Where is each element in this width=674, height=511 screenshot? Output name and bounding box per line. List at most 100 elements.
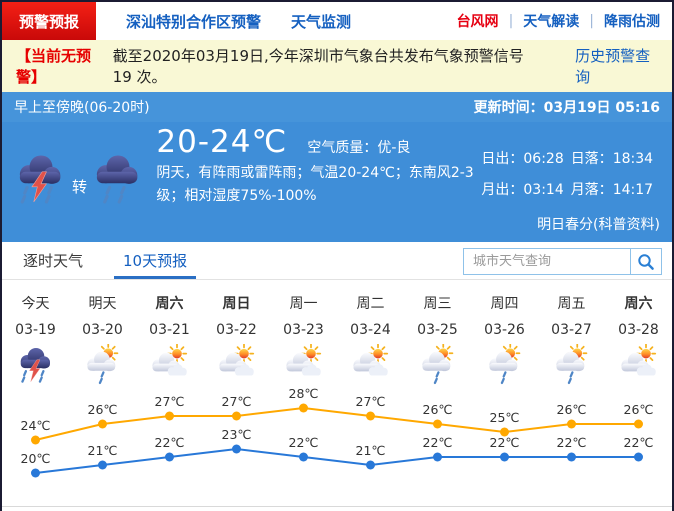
forecast-weather-icon: [2, 343, 69, 387]
low-temp-point: [165, 452, 174, 462]
sunset-value: 18:34: [612, 151, 654, 167]
low-temp-label: 20℃: [21, 451, 51, 466]
forecast-weather-icon: [404, 343, 471, 387]
high-temp-point: [634, 419, 643, 429]
forecast-day-label: 周三: [423, 296, 452, 312]
high-temp-point: [299, 403, 308, 413]
high-temp-point: [500, 427, 509, 437]
current-conditions-panel: 早上至傍晚(06-20时) 更新时间：03月19日 05:16 转: [2, 92, 672, 242]
tab-shenshan-warning[interactable]: 深汕特别合作区预警: [126, 12, 262, 31]
forecast-day-label: 周六: [155, 296, 184, 312]
high-temp-point: [232, 411, 241, 421]
sun-moon-info: 日出：06:28 日落：18:34 月出：03:14 月落：14:17 明日春分…: [481, 124, 660, 234]
forecast-day-label: 周一: [289, 296, 318, 312]
forecast-weather-icon: [270, 343, 337, 387]
partly-cloudy-icon: [151, 344, 187, 376]
forecast-day-column: 周六 03-28: [605, 280, 672, 387]
high-temp-point: [366, 411, 375, 421]
high-temp-label: 26℃: [88, 402, 118, 417]
high-temp-label: 25℃: [490, 410, 520, 425]
partly-cloudy-icon: [218, 344, 254, 376]
tab-warning-forecast[interactable]: 预警预报: [2, 2, 96, 40]
tab-hourly-weather[interactable]: 逐时天气: [23, 252, 84, 270]
weather-description: 阴天，有阵雨或雷阵雨；气温20-24℃；东南风2-3级；相对湿度75%-100%: [156, 165, 474, 204]
warning-notice-bar: 【当前无预警】 截至2020年03月19日,今年深圳市气象台共发布气象预警信号 …: [2, 40, 672, 92]
update-time-value: 03月19日 05:16: [543, 100, 660, 116]
forecast-day-label: 明天: [88, 296, 117, 312]
current-weather-icons: 转: [12, 124, 156, 234]
update-time-label: 更新时间：: [473, 100, 544, 116]
air-quality-label: 空气质量：: [307, 140, 378, 156]
tab-10day-forecast[interactable]: 10天预报: [114, 242, 197, 279]
link-rain-estimate[interactable]: 降雨估测: [604, 14, 660, 30]
top-nav-right: 台风网 | 天气解读 | 降雨估测: [457, 2, 672, 40]
moonrise-value: 03:14: [523, 182, 564, 198]
forecast-day-column: 明天 03-20: [69, 280, 136, 387]
sun-shower-icon: [86, 344, 118, 385]
forecast-day-label: 今天: [21, 296, 50, 312]
forecast-date-label: 03-22: [216, 322, 257, 338]
search-button[interactable]: [631, 248, 662, 275]
temperature-chart: 24℃ 26℃ 27℃ 27℃ 28℃ 27℃ 26℃ 25℃ 26℃ 26℃ 20℃ 21℃ 22℃ 2…: [21, 388, 654, 478]
rain-icon: [96, 155, 138, 204]
low-temp-point: [366, 460, 375, 470]
forecast-day-label: 周六: [624, 296, 653, 312]
moonrise-label: 月出：: [481, 182, 524, 198]
moonset: 月落：14:17: [571, 179, 660, 199]
low-temp-label: 22℃: [490, 435, 520, 450]
low-temp-label: 21℃: [356, 443, 386, 458]
tab-weather-monitor[interactable]: 天气监测: [291, 12, 352, 31]
high-temp-label: 27℃: [222, 394, 252, 409]
high-temp-point: [433, 419, 442, 429]
search-icon: [638, 253, 654, 270]
high-temp-point: [165, 411, 174, 421]
forecast-day-label: 周四: [490, 296, 519, 312]
low-temp-label: 22℃: [557, 435, 587, 450]
sunrise-value: 06:28: [523, 151, 564, 167]
transition-label: 转: [72, 177, 88, 196]
period-label: 早上至傍晚(06-20时): [14, 100, 150, 116]
sunset: 日落：18:34: [571, 148, 660, 168]
thunderstorm-rain-icon: [19, 155, 61, 204]
air-quality-value: 优-良: [377, 140, 411, 156]
forecast-day-label: 周日: [222, 296, 251, 312]
forecast-day-label: 周二: [356, 296, 385, 312]
sun-shower-icon: [488, 344, 520, 385]
forecast-weather-icon: [136, 343, 203, 387]
link-typhoon-net[interactable]: 台风网: [456, 14, 499, 30]
rain-icon: [89, 150, 147, 212]
ten-day-forecast: 今天 03-19 明天 03-20 周六 03-21: [2, 280, 672, 511]
low-temp-label: 22℃: [423, 435, 453, 450]
forecast-date-label: 03-28: [618, 322, 659, 338]
high-temp-label: 26℃: [624, 402, 654, 417]
low-temp-label: 23℃: [222, 427, 252, 442]
spring-equinox-link[interactable]: 明日春分(科普资料): [537, 217, 660, 233]
forecast-date-label: 03-19: [15, 322, 56, 338]
low-temp-point: [31, 468, 40, 478]
air-quality: 空气质量：优-良: [307, 137, 410, 157]
history-warning-query-link[interactable]: 历史预警查询: [575, 47, 651, 86]
panel-header: 早上至傍晚(06-20时) 更新时间：03月19日 05:16: [2, 92, 672, 122]
partly-cloudy-icon: [620, 344, 656, 376]
high-temp-label: 27℃: [155, 394, 185, 409]
low-temp-point: [98, 460, 107, 470]
forecast-day-column: 今天 03-19: [2, 280, 69, 387]
partly-cloudy-icon: [352, 344, 388, 376]
search-input[interactable]: [463, 248, 631, 275]
view-tabs-row: 逐时天气 10天预报: [2, 242, 672, 280]
separator: |: [589, 13, 594, 29]
forecast-day-column: 周一 03-23: [270, 280, 337, 387]
high-temp-label: 26℃: [557, 402, 587, 417]
sunset-label: 日落：: [570, 151, 613, 167]
high-temp-point: [98, 419, 107, 429]
link-weather-interpretation[interactable]: 天气解读: [523, 14, 580, 30]
moonset-label: 月落：: [570, 182, 613, 198]
sun-shower-icon: [421, 344, 453, 385]
notice-text: 截至2020年03月19日,今年深圳市气象台共发布气象预警信号 19 次。: [112, 47, 524, 86]
top-nav-left: 预警预报 深汕特别合作区预警 天气监测: [2, 2, 351, 40]
partly-cloudy-icon: [285, 344, 321, 376]
low-temp-label: 22℃: [624, 435, 654, 450]
forecast-day-label: 周五: [557, 296, 586, 312]
high-temp-label: 27℃: [356, 394, 386, 409]
forecast-day-column: 周三 03-25: [404, 280, 471, 387]
